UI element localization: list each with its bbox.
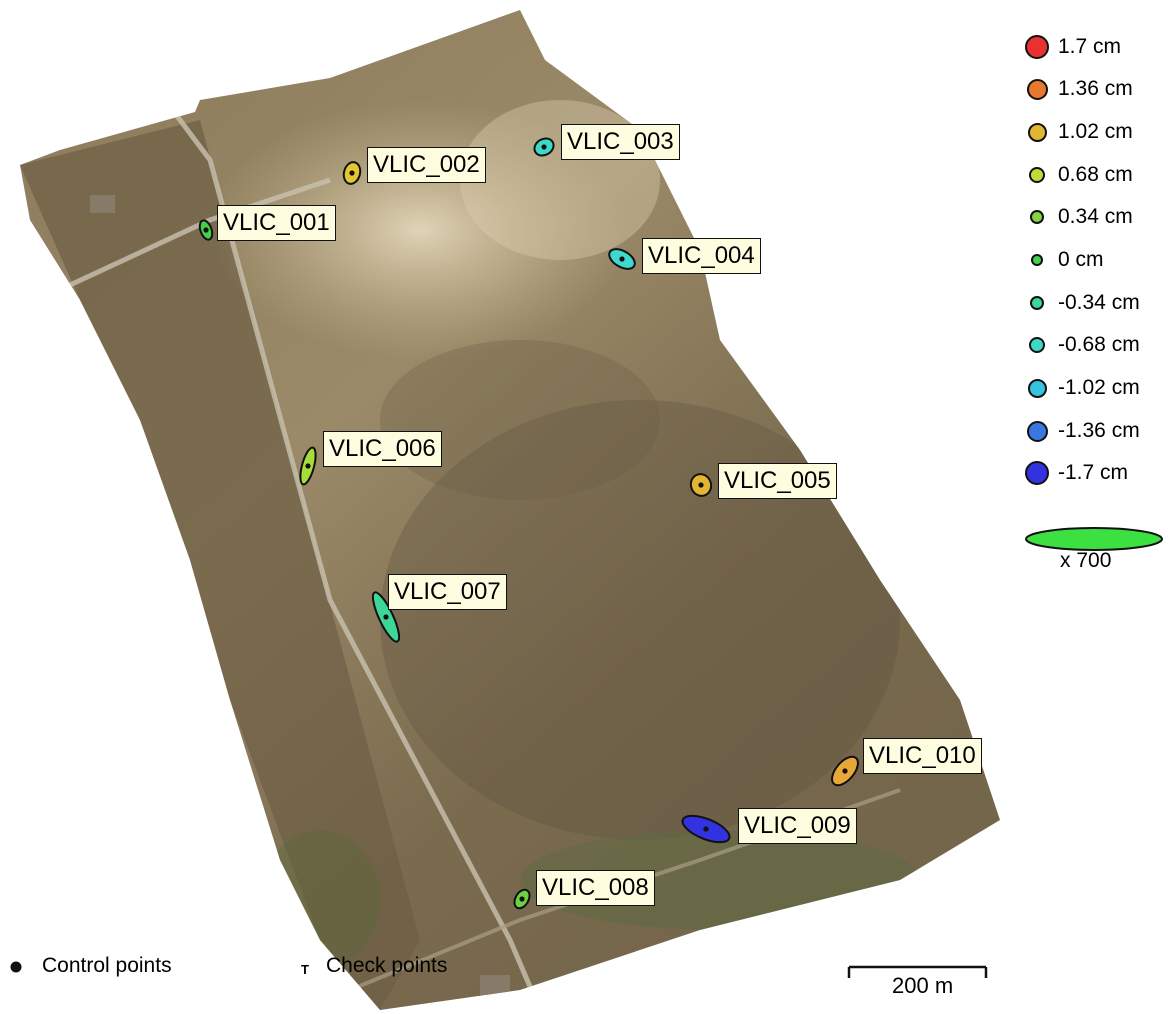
legend-item: 0.68 cm bbox=[1024, 160, 1133, 190]
check-point-icon: T bbox=[301, 962, 309, 977]
legend-label: -1.7 cm bbox=[1058, 461, 1129, 484]
legend-item: 0 cm bbox=[1024, 245, 1104, 275]
check-points-label: Check points bbox=[326, 954, 448, 977]
control-point-icon bbox=[842, 768, 848, 774]
gcp-label-vlic-004: VLIC_004 bbox=[642, 238, 761, 274]
ellipse-scale-icon bbox=[1025, 527, 1163, 551]
gcp-marker bbox=[831, 755, 859, 787]
legend-dot-icon bbox=[1030, 296, 1044, 310]
scale-bar bbox=[847, 965, 988, 978]
control-point-icon bbox=[305, 463, 311, 469]
control-point-icon bbox=[203, 227, 209, 233]
legend-label: -1.36 cm bbox=[1058, 419, 1140, 442]
control-point-icon bbox=[519, 896, 525, 902]
legend-dot-icon bbox=[1026, 420, 1048, 442]
gcp-label-vlic-005: VLIC_005 bbox=[718, 463, 837, 499]
legend-label: 0 cm bbox=[1058, 248, 1104, 271]
gcp-label-vlic-008: VLIC_008 bbox=[536, 870, 655, 906]
gcp-label-vlic-001: VLIC_001 bbox=[217, 205, 336, 241]
gcp-label-vlic-009: VLIC_009 bbox=[738, 808, 857, 844]
control-point-icon bbox=[349, 170, 355, 176]
legend-dot-icon bbox=[1027, 378, 1047, 398]
control-point-icon bbox=[703, 826, 709, 832]
legend-label: -0.34 cm bbox=[1058, 291, 1140, 314]
legend-item: 1.7 cm bbox=[1024, 32, 1121, 62]
gcp-marker bbox=[533, 137, 555, 157]
legend-label: 1.36 cm bbox=[1058, 77, 1133, 100]
legend-item: -0.68 cm bbox=[1024, 330, 1140, 360]
gcp-label-vlic-002: VLIC_002 bbox=[367, 147, 486, 183]
legend-item: 1.02 cm bbox=[1024, 117, 1133, 147]
legend-item: -1.36 cm bbox=[1024, 416, 1140, 446]
gcp-label-vlic-003: VLIC_003 bbox=[561, 124, 680, 160]
legend-dot-icon bbox=[1029, 167, 1045, 183]
legend-label: -0.68 cm bbox=[1058, 333, 1140, 356]
legend-label: 1.7 cm bbox=[1058, 35, 1122, 58]
legend-dot-icon bbox=[1030, 210, 1044, 224]
legend-item: 1.36 cm bbox=[1024, 74, 1133, 104]
gcp-label-vlic-006: VLIC_006 bbox=[323, 431, 442, 467]
gcp-marker bbox=[198, 219, 214, 241]
control-point-icon bbox=[619, 256, 625, 262]
gcp-marker bbox=[689, 473, 713, 497]
control-point-icon bbox=[383, 614, 389, 620]
control-point-icon bbox=[698, 482, 704, 488]
gcp-label-vlic-007: VLIC_007 bbox=[388, 574, 507, 610]
legend-item: -0.34 cm bbox=[1024, 288, 1140, 318]
control-points-label: Control points bbox=[42, 954, 172, 977]
gcp-marker bbox=[608, 248, 636, 270]
legend-dot-icon bbox=[1025, 35, 1049, 59]
legend-label: 0.68 cm bbox=[1058, 163, 1133, 186]
legend-label: 0.34 cm bbox=[1058, 205, 1133, 228]
gcp-marker bbox=[513, 888, 531, 910]
control-point-icon bbox=[541, 144, 547, 150]
legend-dot-icon bbox=[1029, 337, 1045, 353]
scale-bar-label: 200 m bbox=[892, 973, 954, 998]
gcp-label-vlic-010: VLIC_010 bbox=[863, 738, 982, 774]
legend-dot-icon bbox=[1031, 254, 1043, 266]
legend-item: 0.34 cm bbox=[1024, 202, 1133, 232]
legend-dot-icon bbox=[1026, 78, 1048, 100]
legend-label: -1.02 cm bbox=[1058, 376, 1140, 399]
legend-item: -1.02 cm bbox=[1024, 373, 1140, 403]
legend-dot-icon bbox=[1025, 461, 1049, 485]
control-point-icon bbox=[10, 961, 22, 973]
gcp-marker bbox=[299, 446, 317, 486]
legend-label: 1.02 cm bbox=[1058, 120, 1133, 143]
legend-item: -1.7 cm bbox=[1024, 458, 1128, 488]
gcp-marker bbox=[681, 814, 731, 844]
legend-dot-icon bbox=[1027, 122, 1047, 142]
ellipse-scale-label: x 700 bbox=[1060, 549, 1112, 572]
gcp-marker bbox=[342, 161, 362, 185]
gcp-marker bbox=[371, 591, 401, 643]
